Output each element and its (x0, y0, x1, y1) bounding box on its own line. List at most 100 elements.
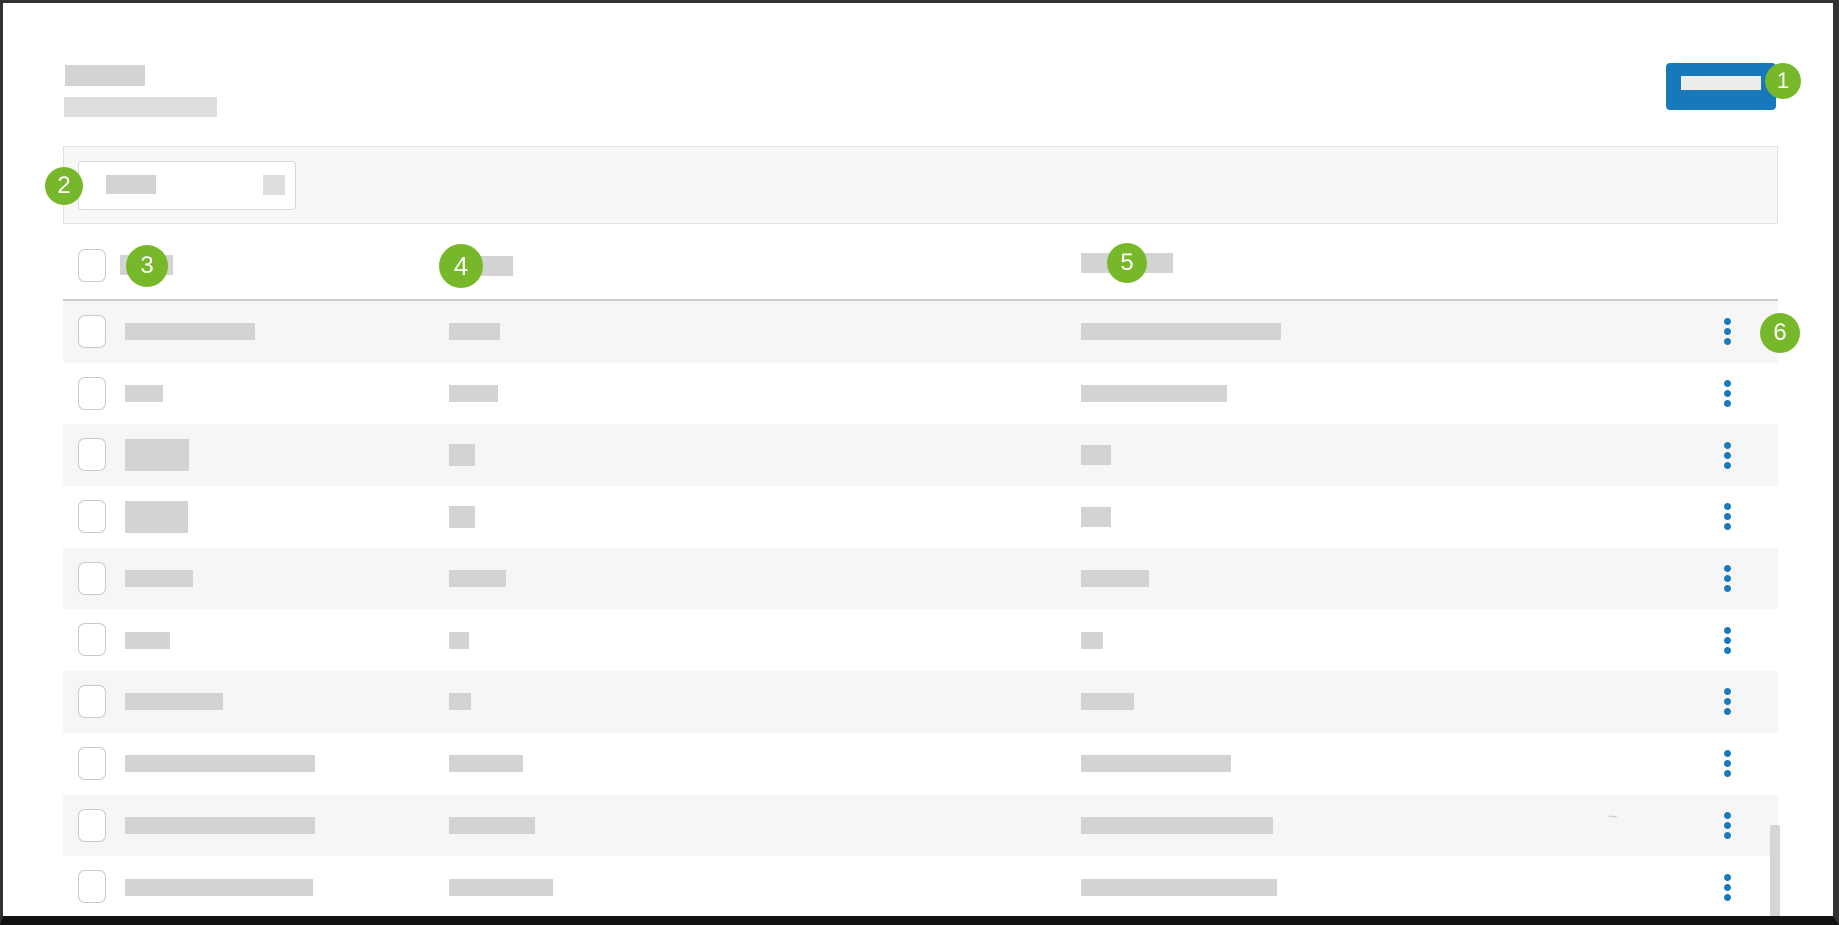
cell-skeleton-c1 (125, 500, 188, 533)
table-row (63, 486, 1778, 548)
cell-skeleton-c1 (125, 816, 315, 834)
kebab-dot (1723, 811, 1731, 819)
search-input[interactable] (78, 161, 296, 210)
table-row (63, 362, 1778, 425)
kebab-menu-icon[interactable] (1713, 424, 1741, 486)
kebab-menu-icon[interactable] (1713, 486, 1741, 548)
cell-skeleton-c2 (449, 878, 553, 896)
kebab-menu-icon[interactable] (1713, 609, 1741, 671)
callout-badge-3: 3 (126, 245, 168, 287)
cell-skeleton-c1 (125, 631, 170, 649)
kebab-menu-icon[interactable] (1713, 856, 1741, 916)
cell-skeleton-c2 (449, 693, 471, 711)
table-row (63, 856, 1778, 916)
search-placeholder-skeleton (106, 175, 156, 194)
callout-badge-2: 2 (45, 167, 83, 205)
button-label-skeleton (1681, 76, 1761, 90)
cell-skeleton-c1 (125, 570, 193, 588)
callout-badge-4: 4 (439, 244, 483, 288)
kebab-dot (1723, 390, 1731, 398)
row-checkbox[interactable] (78, 500, 106, 534)
kebab-dot (1723, 873, 1731, 881)
kebab-dot (1723, 883, 1731, 891)
cell-skeleton-c2 (449, 444, 475, 467)
stray-mark: ~ (1608, 809, 1618, 826)
select-all-checkbox[interactable] (78, 249, 106, 282)
cell-skeleton-c2 (449, 570, 506, 588)
kebab-dot (1723, 646, 1731, 654)
table-row (63, 609, 1778, 672)
row-checkbox[interactable] (78, 376, 106, 410)
kebab-dot (1723, 338, 1731, 346)
table-row (63, 732, 1778, 795)
kebab-dot (1723, 461, 1731, 469)
row-checkbox[interactable] (78, 623, 106, 657)
table-bottom-divider (63, 917, 1778, 918)
kebab-dot (1723, 328, 1731, 336)
cell-skeleton-c3 (1081, 878, 1277, 896)
kebab-dot (1723, 708, 1731, 716)
kebab-dot (1723, 760, 1731, 768)
cell-skeleton-c3 (1081, 385, 1227, 403)
kebab-dot (1723, 441, 1731, 449)
cell-skeleton-c2 (449, 323, 500, 341)
cell-skeleton-c3 (1081, 323, 1281, 341)
kebab-dot (1723, 636, 1731, 644)
kebab-dot (1723, 688, 1731, 696)
cell-skeleton-c3 (1081, 755, 1231, 773)
table-body (63, 301, 1778, 916)
table-row (63, 424, 1778, 487)
kebab-menu-icon[interactable] (1713, 795, 1741, 857)
kebab-dot (1723, 575, 1731, 583)
kebab-menu-icon[interactable] (1713, 733, 1741, 795)
table-row (63, 547, 1778, 610)
cell-skeleton-c3 (1081, 506, 1111, 527)
filter-bar (63, 146, 1778, 224)
table-row (63, 794, 1778, 857)
cell-skeleton-c1 (125, 439, 189, 472)
kebab-dot (1723, 513, 1731, 521)
kebab-menu-icon[interactable] (1713, 301, 1741, 363)
vertical-scrollbar-thumb[interactable] (1770, 825, 1780, 916)
page-title-skeleton (65, 65, 145, 86)
primary-action-button[interactable] (1666, 63, 1776, 110)
kebab-dot (1723, 821, 1731, 829)
kebab-dot (1723, 750, 1731, 758)
callout-badge-6: 6 (1760, 313, 1800, 353)
cell-skeleton-c3 (1081, 570, 1149, 588)
kebab-menu-icon[interactable] (1713, 671, 1741, 733)
row-checkbox[interactable] (78, 808, 106, 842)
page-subtitle-skeleton (64, 97, 217, 117)
kebab-dot (1723, 698, 1731, 706)
cell-skeleton-c2 (449, 631, 469, 649)
header-divider (63, 299, 1778, 301)
row-checkbox[interactable] (78, 438, 106, 472)
row-checkbox[interactable] (78, 561, 106, 595)
cell-skeleton-c2 (449, 816, 535, 834)
kebab-dot (1723, 503, 1731, 511)
cell-skeleton-c3 (1081, 816, 1273, 834)
row-checkbox[interactable] (78, 685, 106, 719)
cell-skeleton-c1 (125, 755, 315, 773)
row-checkbox[interactable] (78, 315, 106, 348)
table-row (63, 301, 1778, 363)
cell-skeleton-c3 (1081, 693, 1134, 711)
callout-badge-1: 1 (1765, 63, 1801, 99)
table-header-row (63, 241, 1778, 299)
cell-skeleton-c2 (449, 385, 498, 403)
row-checkbox[interactable] (78, 870, 106, 904)
kebab-dot (1723, 585, 1731, 593)
kebab-dot (1723, 770, 1731, 778)
kebab-dot (1723, 565, 1731, 573)
kebab-dot (1723, 380, 1731, 388)
row-checkbox[interactable] (78, 746, 106, 780)
kebab-dot (1723, 831, 1731, 839)
cell-skeleton-c1 (125, 385, 163, 403)
kebab-menu-icon[interactable] (1713, 548, 1741, 610)
kebab-menu-icon[interactable] (1713, 363, 1741, 425)
search-icon-placeholder (263, 175, 285, 195)
table-row (63, 671, 1778, 733)
kebab-dot (1723, 451, 1731, 459)
cell-skeleton-c1 (125, 323, 255, 341)
